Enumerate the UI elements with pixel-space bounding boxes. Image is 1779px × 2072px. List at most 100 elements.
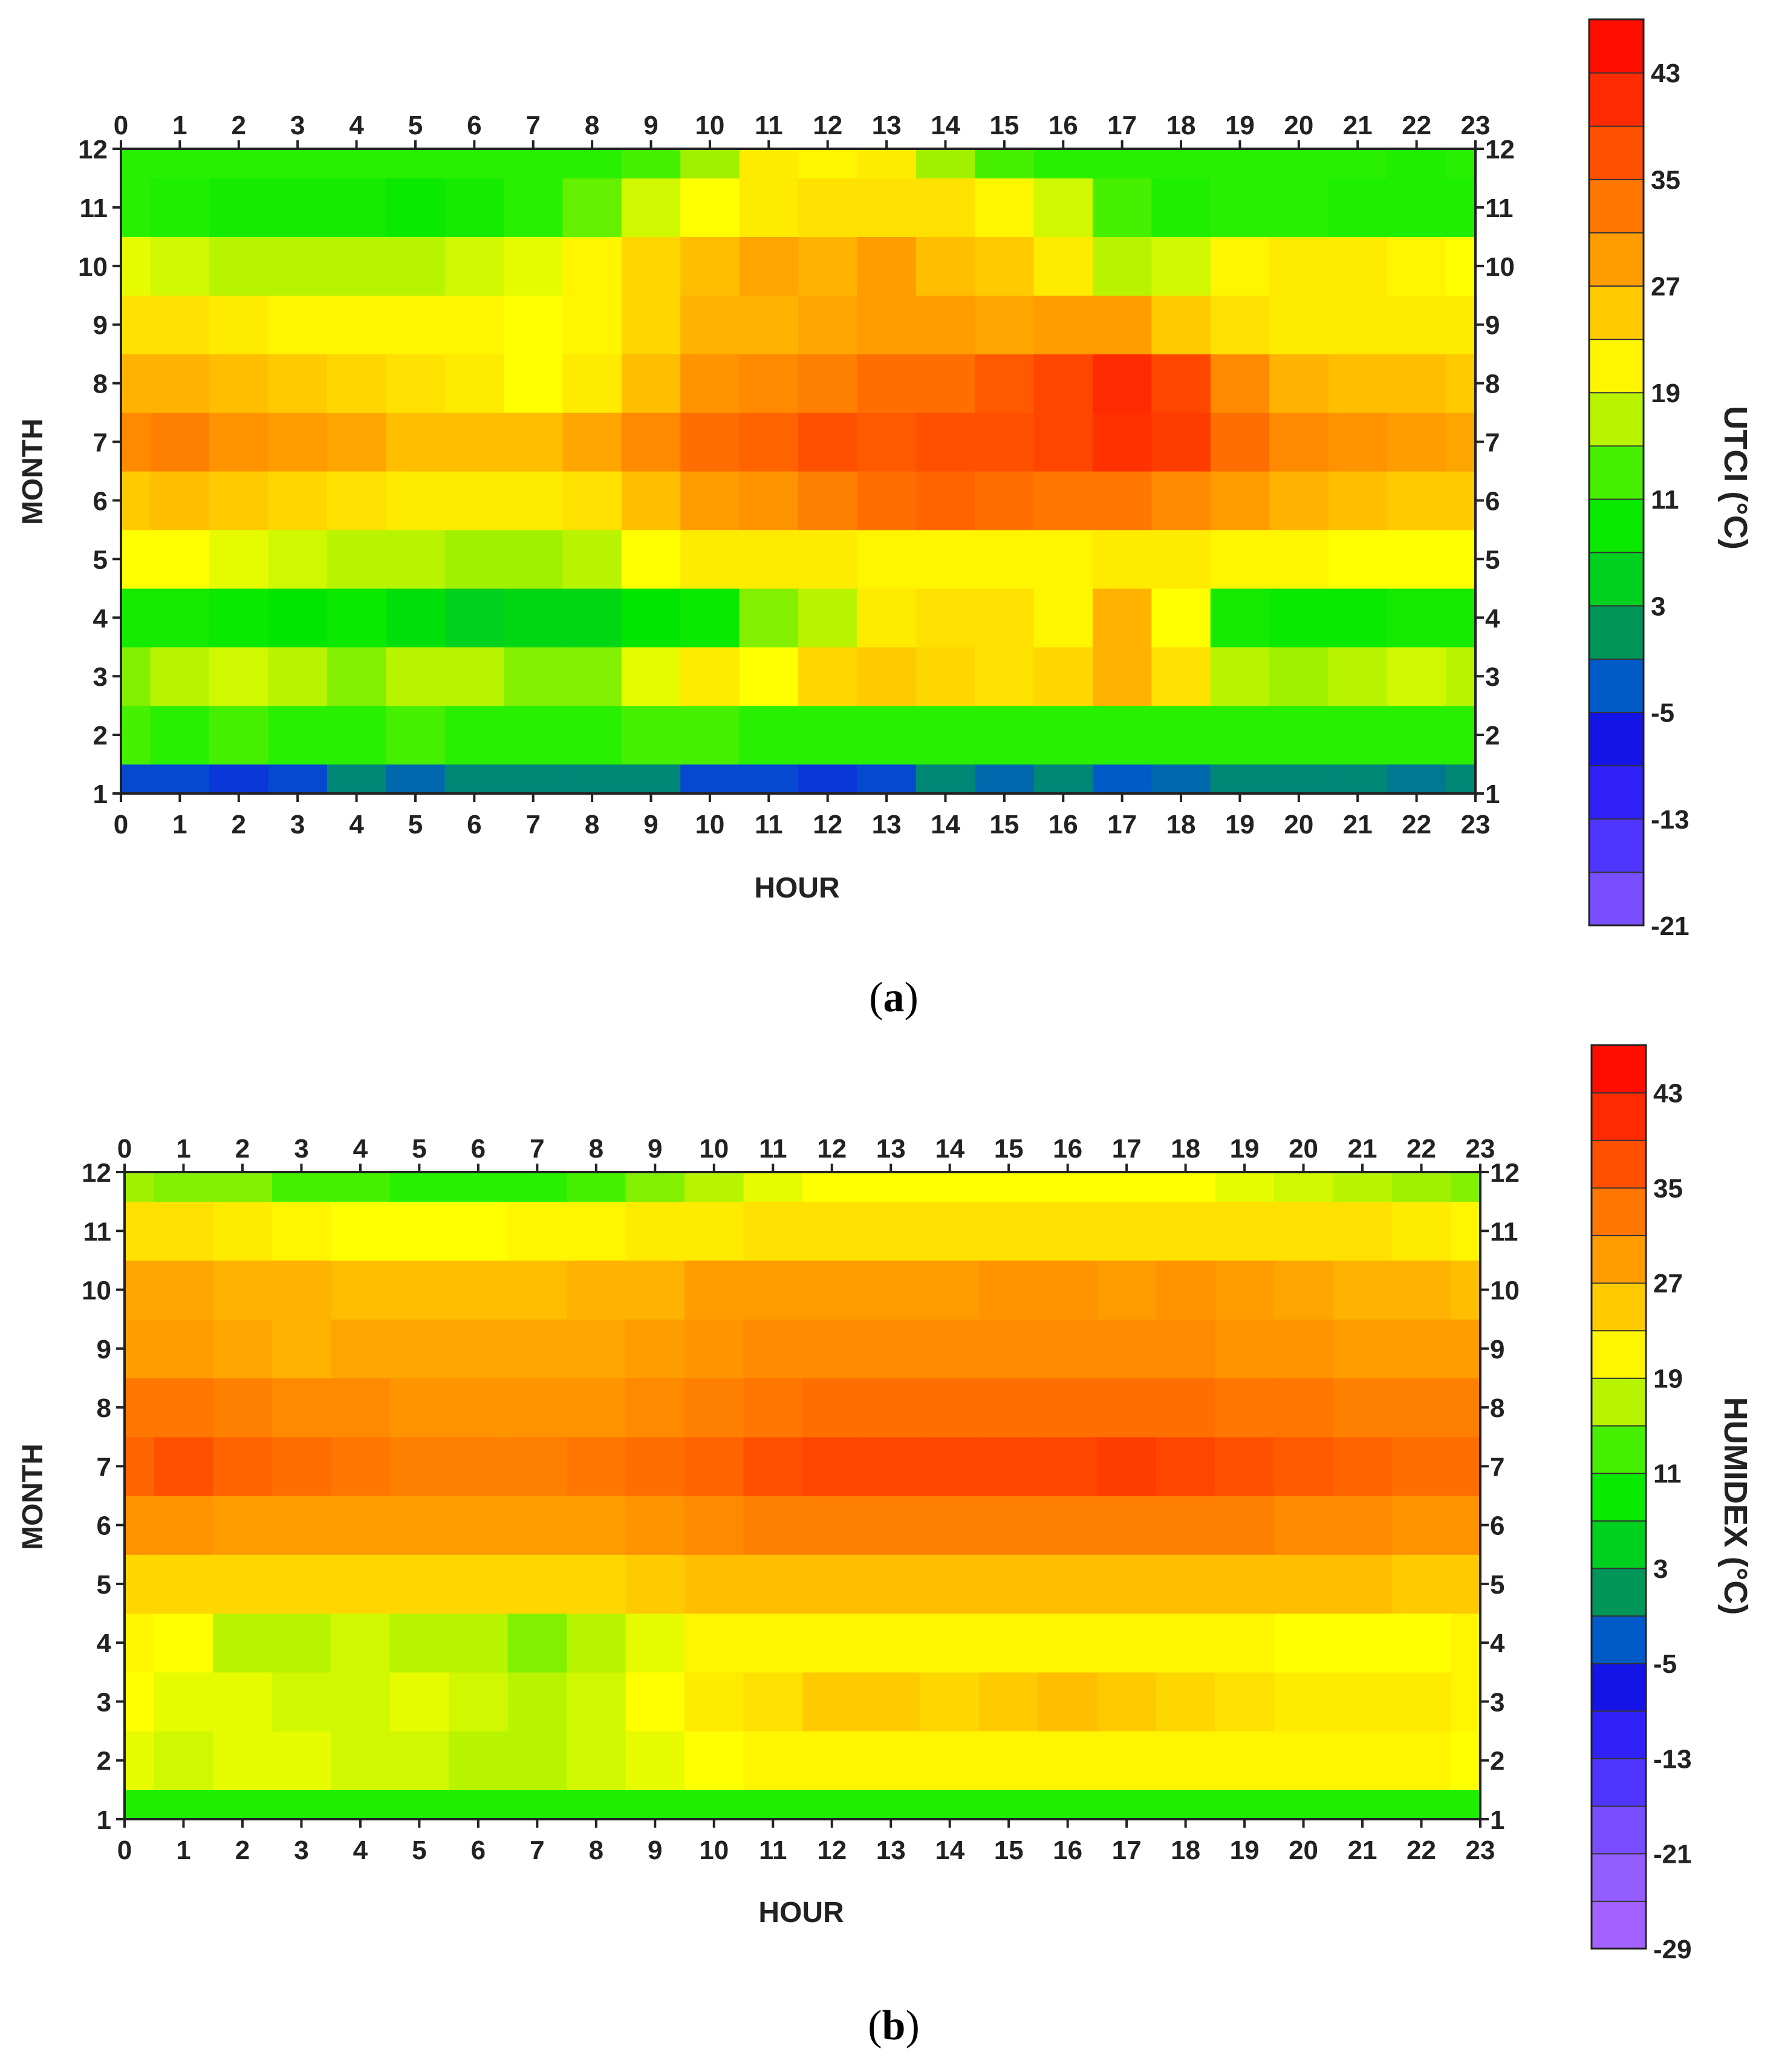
humidex-cell [1451, 1731, 1481, 1790]
utci-cell [739, 412, 799, 472]
humidex-cell [331, 1731, 391, 1790]
utci-cell [739, 236, 799, 296]
humidex-cell [802, 1319, 862, 1379]
y-tick-label: 10 [1485, 252, 1515, 282]
x-tick-label: 15 [989, 111, 1019, 140]
utci-plot-frame [120, 148, 1477, 795]
utci-cell [444, 295, 504, 354]
humidex-cell [743, 1201, 803, 1261]
x-tick-label: 0 [117, 1836, 132, 1865]
humidex-cell [125, 1672, 155, 1732]
utci-cell [504, 647, 564, 706]
utci-cell [1328, 178, 1388, 237]
utci-cell [268, 354, 328, 413]
utci-cell [386, 764, 446, 794]
x-tick-label: 0 [114, 810, 128, 839]
utci-cell [1092, 149, 1152, 179]
humidex-cell [272, 1378, 331, 1438]
colorbar-swatch [1591, 1805, 1647, 1855]
humidex-cell [920, 1496, 980, 1555]
utci-cell [916, 705, 975, 765]
y-tick-label: 7 [93, 428, 108, 458]
utci-cell [857, 588, 917, 648]
colorbar-swatch [1591, 1139, 1647, 1189]
x-tick-label: 6 [467, 810, 481, 839]
utci-cell [680, 149, 740, 179]
humidex-cell [507, 1672, 567, 1732]
utci-cell [1328, 295, 1388, 354]
humidex-plot-frame [123, 1171, 1481, 1820]
humidex-cell [920, 1790, 980, 1820]
utci-cell [798, 588, 857, 648]
utci-cell [1269, 647, 1329, 706]
utci-cell [268, 588, 328, 648]
humidex-cell [1333, 1201, 1393, 1261]
utci-cell [209, 588, 269, 648]
utci-cell [150, 705, 210, 765]
y-tick-label: 7 [1485, 428, 1500, 458]
utci-cell [798, 764, 857, 794]
y-tick-label: 5 [97, 1570, 111, 1600]
utci-cell [1387, 529, 1446, 589]
humidex-cell [507, 1172, 567, 1202]
utci-cell [916, 236, 975, 296]
x-tick-label: 23 [1461, 810, 1491, 839]
y-tick-label: 2 [1485, 721, 1500, 751]
humidex-cell [1391, 1201, 1451, 1261]
humidex-cell [213, 1790, 273, 1820]
utci-cell [209, 705, 269, 765]
utci-cell [562, 647, 622, 706]
x-tick-label: 1 [176, 1836, 190, 1865]
x-tick-label: 14 [931, 810, 960, 839]
humidex-cell [1273, 1319, 1333, 1379]
humidex-cell [507, 1319, 567, 1379]
x-tick-label: 11 [755, 111, 783, 140]
colorbar-tick-label: 27 [1651, 272, 1680, 302]
y-tick-label: 11 [1485, 194, 1514, 223]
utci-cell [504, 149, 564, 179]
y-tick-label: 10 [1490, 1276, 1520, 1306]
humidex-axis-ticks: 0011223344556677889910101111121213131414… [82, 1134, 1520, 1865]
humidex-cell [389, 1554, 449, 1614]
humidex-cell [389, 1613, 449, 1673]
humidex-cell [1451, 1378, 1481, 1438]
humidex-cell [507, 1260, 567, 1320]
utci-cell [1033, 588, 1093, 648]
colorbar-swatch [1591, 1329, 1647, 1379]
utci-cell [444, 236, 504, 296]
humidex-cell [743, 1496, 803, 1555]
utci-cell [1387, 647, 1446, 706]
utci-cell [327, 236, 386, 296]
utci-cell [121, 412, 151, 472]
x-tick-label: 16 [1049, 111, 1078, 140]
humidex-cell [1333, 1672, 1393, 1732]
utci-cell [1151, 764, 1211, 794]
utci-cell [1269, 149, 1329, 179]
humidex-cell [1391, 1613, 1451, 1673]
utci-cell [1151, 529, 1211, 589]
x-tick-label: 6 [471, 1134, 486, 1164]
humidex-cell [213, 1731, 273, 1790]
colorbar-swatch [1591, 1900, 1647, 1950]
utci-cell [1092, 178, 1152, 237]
humidex-cell [1451, 1436, 1481, 1496]
humidex-cell [1097, 1790, 1157, 1820]
utci-cell [916, 354, 975, 413]
utci-cell [121, 149, 151, 179]
x-tick-label: 8 [585, 810, 599, 839]
x-tick-label: 12 [817, 1836, 847, 1865]
humidex-cell [272, 1554, 331, 1614]
utci-cell [209, 529, 269, 589]
y-tick-label: 9 [93, 311, 108, 340]
humidex-cell [802, 1436, 862, 1496]
humidex-cell [1156, 1378, 1215, 1438]
utci-cell [1210, 178, 1270, 237]
y-tick-label: 9 [97, 1335, 111, 1364]
humidex-cell [449, 1731, 509, 1790]
humidex-cell [1451, 1554, 1481, 1614]
utci-cell [916, 412, 975, 472]
utci-cell [857, 647, 917, 706]
utci-cell [1210, 149, 1270, 179]
utci-cell [386, 354, 446, 413]
utci-cell [327, 412, 386, 472]
